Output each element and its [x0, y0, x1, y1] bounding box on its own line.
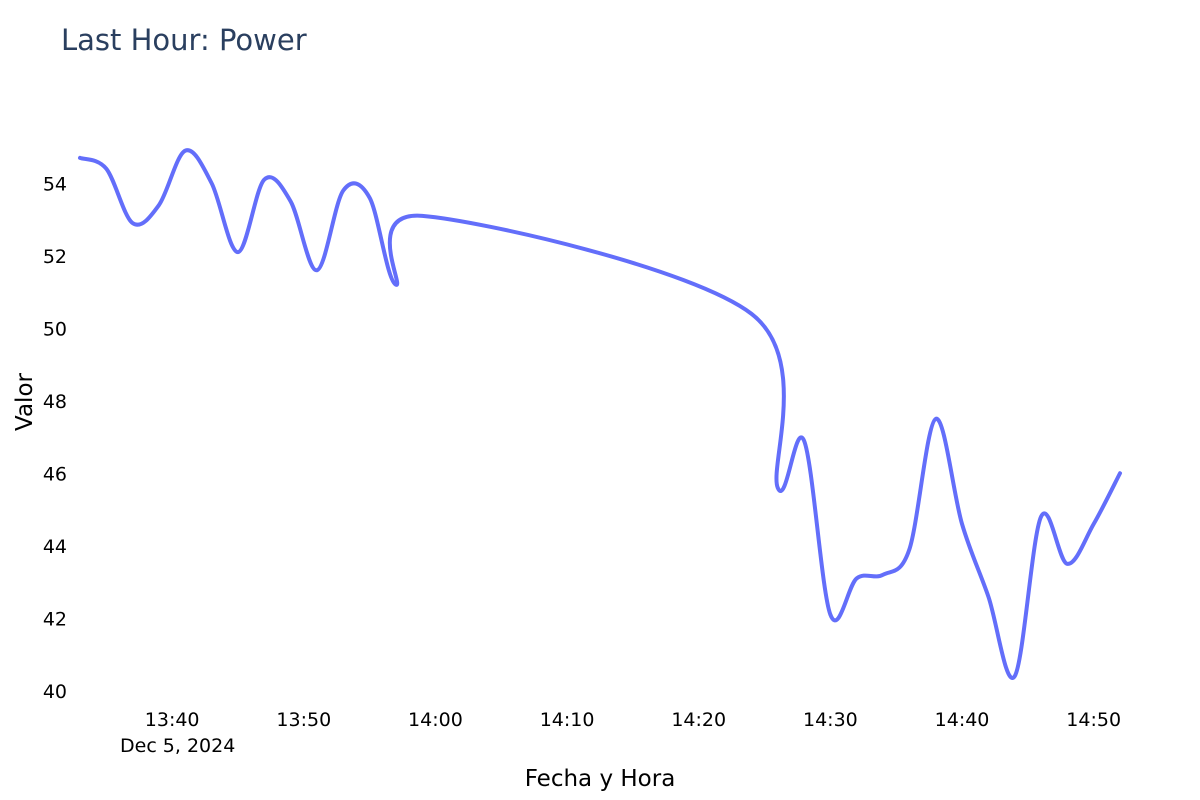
chart-title: Last Hour: Power	[61, 23, 307, 57]
x-tick-label: 14:40	[935, 709, 990, 731]
y-tick-label: 52	[43, 246, 67, 268]
x-tick-label: 14:10	[540, 709, 595, 731]
x-axis-title: Fecha y Hora	[525, 766, 676, 792]
x-axis-ticks: 13:40 13:50 14:00 14:10 14:20 14:30 14:40 14:50	[145, 709, 1121, 731]
y-tick-label: 54	[43, 173, 67, 195]
x-tick-label: 14:00	[408, 709, 463, 731]
x-tick-label: 13:50	[276, 709, 331, 731]
y-tick-label: 48	[43, 391, 67, 413]
y-tick-label: 46	[43, 463, 67, 485]
y-tick-label: 44	[43, 536, 67, 558]
x-tick-label: 14:30	[803, 709, 858, 731]
y-axis-ticks: 40 42 44 46 48 50 52 54	[43, 173, 67, 703]
y-tick-label: 42	[43, 608, 67, 630]
y-axis-title: Valor	[12, 372, 38, 431]
x-tick-label: 13:40	[145, 709, 200, 731]
y-tick-label: 50	[43, 318, 67, 340]
x-axis-date-label: Dec 5, 2024	[120, 735, 235, 757]
x-tick-label: 14:20	[671, 709, 726, 731]
y-tick-label: 40	[43, 681, 67, 703]
plot-area	[78, 148, 1122, 680]
series-line	[78, 148, 1122, 680]
x-tick-label: 14:50	[1066, 709, 1121, 731]
